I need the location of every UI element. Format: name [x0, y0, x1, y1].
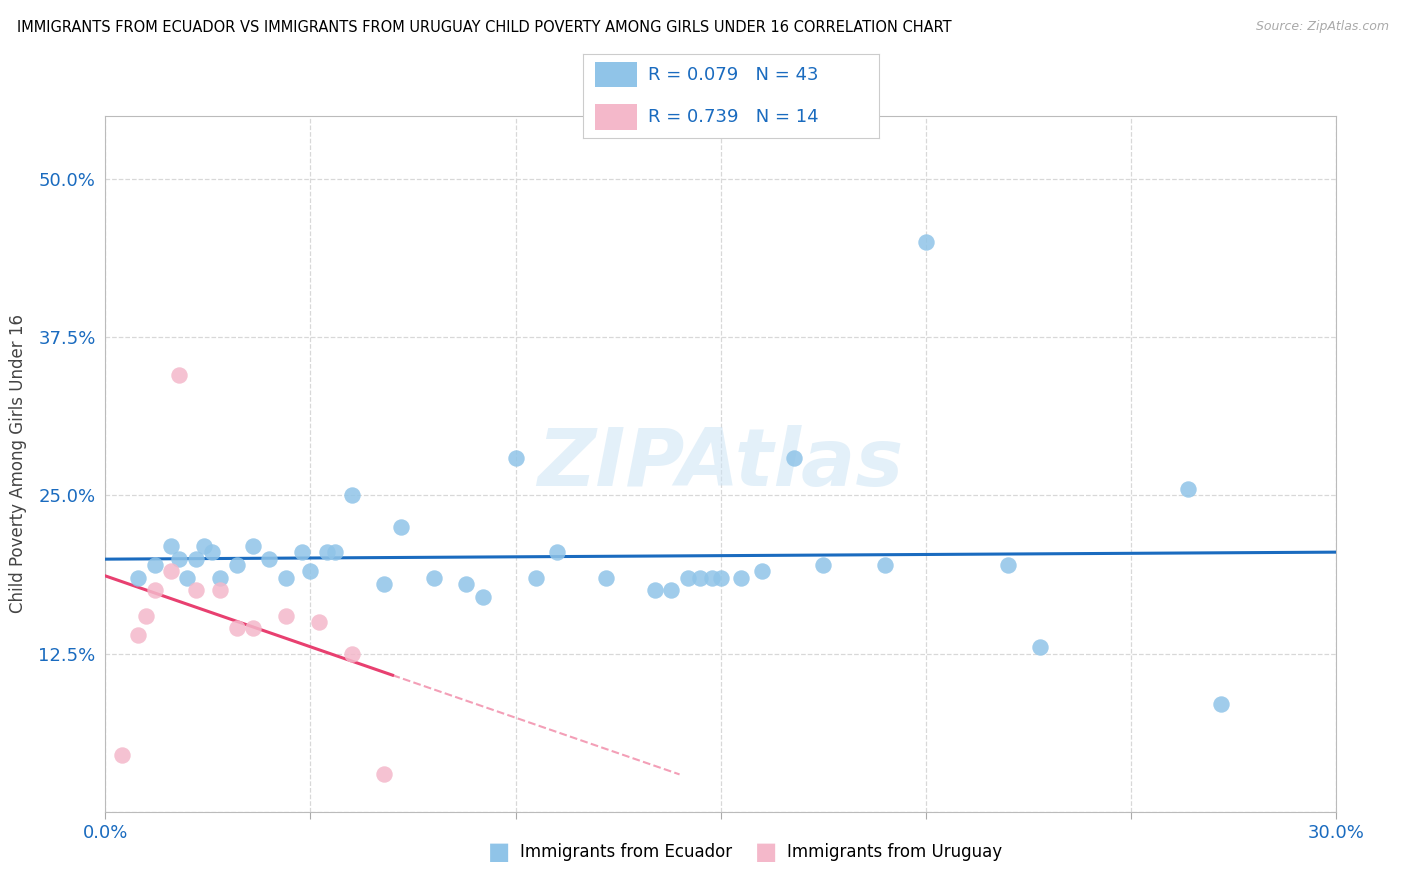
Text: ■: ■ — [755, 840, 778, 863]
Point — [184, 583, 207, 598]
Bar — [595, 62, 637, 87]
Point — [169, 368, 191, 383]
Point — [751, 565, 773, 579]
Point — [299, 565, 322, 579]
Point — [373, 766, 395, 780]
Point — [135, 608, 157, 623]
Point — [524, 571, 547, 585]
Point — [225, 621, 247, 635]
Point — [340, 488, 363, 502]
Point — [1029, 640, 1052, 655]
Point — [702, 571, 724, 585]
Point — [169, 551, 191, 566]
Bar — [595, 104, 637, 130]
Point — [1177, 482, 1199, 496]
Point — [308, 615, 330, 629]
Text: R = 0.079   N = 43: R = 0.079 N = 43 — [648, 66, 818, 84]
Point — [505, 450, 527, 465]
Point — [176, 571, 198, 585]
Text: R = 0.739   N = 14: R = 0.739 N = 14 — [648, 108, 820, 126]
Point — [111, 747, 134, 762]
Point — [1209, 697, 1232, 711]
Point — [184, 551, 207, 566]
Point — [160, 565, 183, 579]
Text: Immigrants from Ecuador: Immigrants from Ecuador — [520, 843, 733, 861]
Point — [323, 545, 346, 559]
Point — [127, 571, 149, 585]
Point — [595, 571, 617, 585]
Point — [783, 450, 806, 465]
Point — [644, 583, 666, 598]
Point — [209, 571, 232, 585]
Point — [710, 571, 733, 585]
Point — [201, 545, 224, 559]
Point — [730, 571, 752, 585]
Point — [242, 539, 264, 553]
Point — [676, 571, 699, 585]
Text: Source: ZipAtlas.com: Source: ZipAtlas.com — [1256, 20, 1389, 33]
Point — [225, 558, 247, 572]
Point — [209, 583, 232, 598]
Point — [873, 558, 896, 572]
Point — [143, 558, 166, 572]
Point — [914, 235, 936, 250]
Point — [389, 520, 412, 534]
Point — [546, 545, 568, 559]
Point — [471, 590, 494, 604]
Point — [127, 627, 149, 641]
Point — [811, 558, 834, 572]
Point — [143, 583, 166, 598]
Point — [160, 539, 183, 553]
Point — [242, 621, 264, 635]
Point — [274, 571, 297, 585]
Point — [661, 583, 683, 598]
Y-axis label: Child Poverty Among Girls Under 16: Child Poverty Among Girls Under 16 — [10, 314, 27, 614]
Text: ZIPAtlas: ZIPAtlas — [537, 425, 904, 503]
Text: ■: ■ — [488, 840, 510, 863]
Point — [193, 539, 215, 553]
Point — [340, 647, 363, 661]
Point — [316, 545, 339, 559]
Point — [259, 551, 281, 566]
Point — [997, 558, 1019, 572]
Text: Immigrants from Uruguay: Immigrants from Uruguay — [787, 843, 1002, 861]
Point — [456, 577, 478, 591]
Point — [291, 545, 314, 559]
Text: IMMIGRANTS FROM ECUADOR VS IMMIGRANTS FROM URUGUAY CHILD POVERTY AMONG GIRLS UND: IMMIGRANTS FROM ECUADOR VS IMMIGRANTS FR… — [17, 20, 952, 35]
Point — [689, 571, 711, 585]
Point — [274, 608, 297, 623]
Point — [422, 571, 444, 585]
Point — [373, 577, 395, 591]
